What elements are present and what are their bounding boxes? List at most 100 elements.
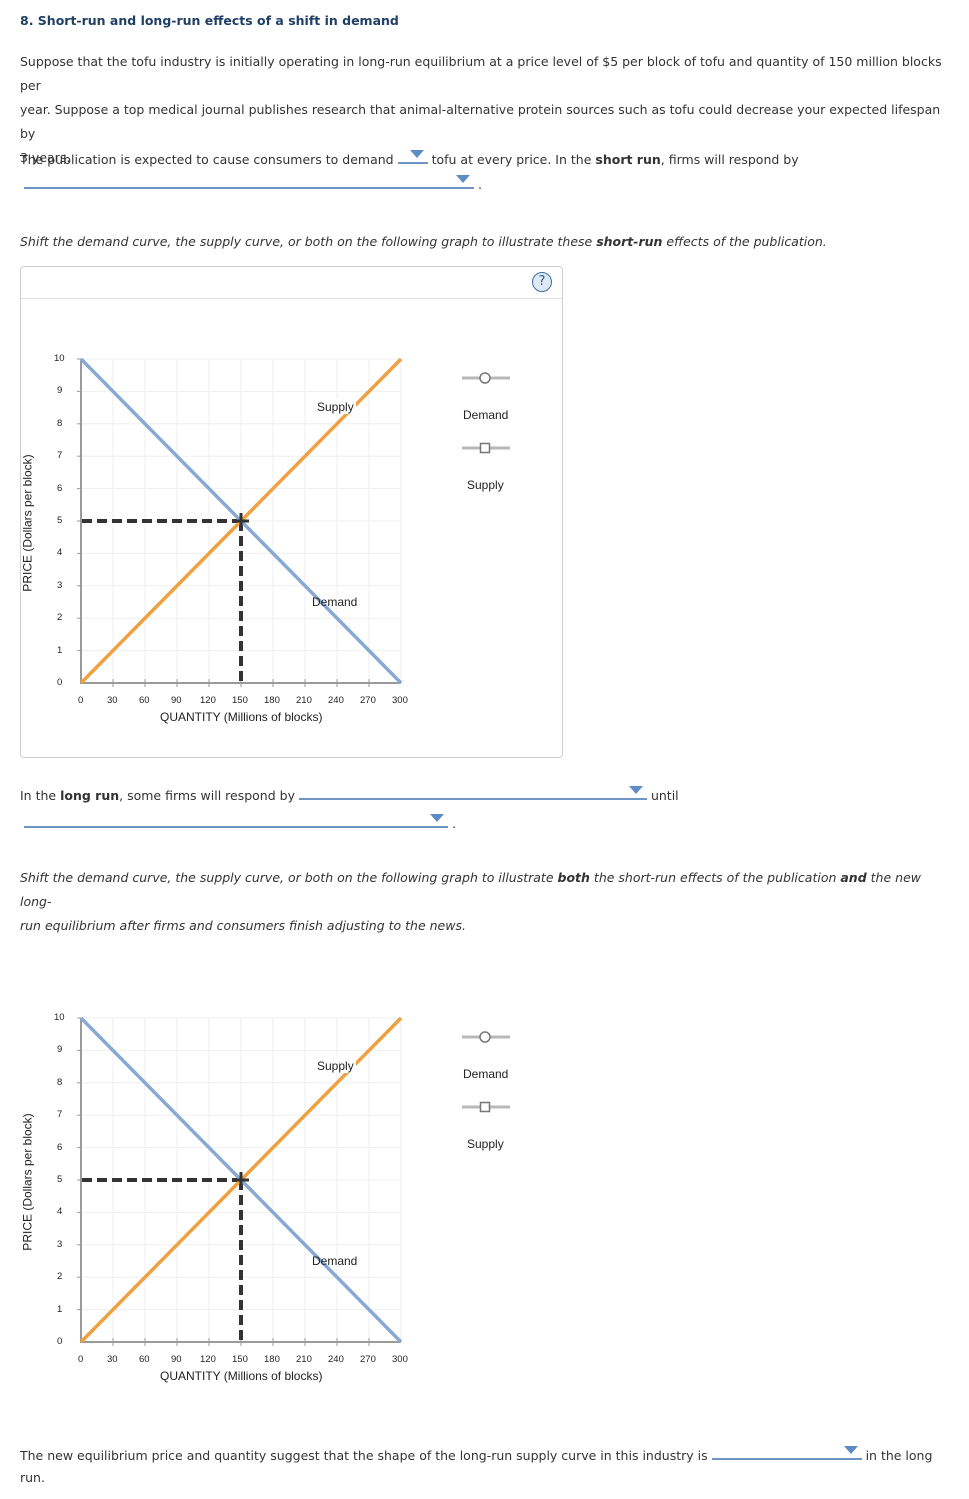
q2-pre: In the [20, 788, 57, 803]
y-tick: 10 [54, 1012, 65, 1023]
legend-demand-tool-icon[interactable] [462, 372, 510, 384]
legend-supply-tool-icon[interactable] [462, 442, 510, 454]
period: . [477, 177, 482, 192]
y-tick: 9 [57, 1044, 63, 1055]
intro-line-1: Suppose that the tofu industry is initia… [20, 54, 942, 93]
legend-supply-label: Supply [467, 478, 504, 492]
chart-1-demand-label: Demand [312, 595, 357, 609]
y-tick: 10 [54, 353, 65, 364]
question-3: The new equilibrium price and quantity s… [20, 1442, 932, 1463]
legend-demand-label-2: Demand [463, 1067, 509, 1081]
chart-2-equilibrium-dashes [82, 1178, 243, 1342]
y-tick: 4 [57, 1206, 63, 1217]
chart-2-supply-label: Supply [317, 1059, 354, 1073]
y-tick: 5 [57, 515, 63, 526]
x-tick: 210 [296, 1354, 312, 1365]
x-tick: 0 [78, 695, 84, 706]
x-tick: 0 [78, 1354, 84, 1365]
y-tick: 2 [57, 612, 63, 623]
q2-until: until [650, 788, 679, 803]
short-run-response-dropdown[interactable] [24, 171, 474, 189]
dropdown-arrow-icon [430, 814, 444, 822]
legend-supply-tool-icon-2[interactable] [462, 1101, 510, 1113]
x-tick: 300 [392, 1354, 408, 1365]
x-tick: 150 [232, 695, 248, 706]
instruction-1-bold: short-run [596, 234, 663, 249]
q3-pre: The new equilibrium price and quantity s… [20, 1448, 708, 1463]
q1-text-end: , firms will respond by [660, 152, 799, 167]
x-tick: 270 [360, 1354, 376, 1365]
q3-line-2: run. [20, 1470, 45, 1485]
x-tick: 210 [296, 695, 312, 706]
q2-bold-long-run: long run [60, 788, 120, 803]
instruction-2-line-1: Shift the demand curve, the supply curve… [20, 866, 945, 914]
y-tick: 7 [57, 1109, 63, 1120]
short-run-response-row: . [24, 171, 482, 192]
x-tick: 60 [139, 1354, 150, 1365]
y-tick: 0 [57, 677, 63, 688]
instruction-2-bold-and: and [840, 870, 867, 885]
legend-demand-label: Demand [463, 408, 509, 422]
x-tick: 150 [232, 1354, 248, 1365]
x-tick: 270 [360, 695, 376, 706]
instruction-2-line-2: run equilibrium after firms and consumer… [20, 918, 466, 933]
q1-text-after: tofu at every price. In the [431, 152, 592, 167]
y-tick: 3 [57, 580, 63, 591]
intro-line-3: 3 years. [20, 150, 71, 165]
legend-demand-tool-icon-2[interactable] [462, 1031, 510, 1043]
instruction-2-bold-both: both [557, 870, 590, 885]
chart-1-equilibrium-dashes [82, 519, 243, 683]
x-tick: 180 [264, 695, 280, 706]
chart-2-y-axis-label: PRICE (Dollars per block) [20, 1113, 35, 1251]
chart-1-equilibrium-cross-icon [233, 513, 249, 529]
y-tick: 9 [57, 385, 63, 396]
y-tick: 2 [57, 1271, 63, 1282]
y-tick: 7 [57, 450, 63, 461]
demand-change-dropdown[interactable] [397, 146, 428, 164]
instruction-2: Shift the demand curve, the supply curve… [20, 866, 945, 938]
x-tick: 30 [107, 695, 118, 706]
x-tick: 120 [200, 695, 216, 706]
dropdown-arrow-icon [409, 150, 424, 158]
chart-1-y-axis-label: PRICE (Dollars per block) [20, 454, 35, 592]
x-tick: 60 [139, 695, 150, 706]
y-tick: 1 [57, 1304, 63, 1315]
chart-2-equilibrium-cross-icon [233, 1172, 249, 1188]
long-run-until-row: . [24, 810, 456, 831]
x-tick: 300 [392, 695, 408, 706]
y-tick: 6 [57, 1142, 63, 1153]
dropdown-arrow-icon [843, 1446, 858, 1454]
x-tick: 240 [328, 1354, 344, 1365]
chart-2-demand-label: Demand [312, 1254, 357, 1268]
instruction-2-pre: Shift the demand curve, the supply curve… [20, 870, 554, 885]
question-2: In the long run, some firms will respond… [20, 782, 679, 803]
instruction-2-post: the new long- [20, 870, 921, 909]
help-icon[interactable]: ? [532, 272, 552, 292]
chart-1-x-axis-label: QUANTITY (Millions of blocks) [160, 710, 323, 724]
instruction-1-post: effects of the publication. [666, 234, 827, 249]
instruction-2-mid: the short-run effects of the publication [593, 870, 837, 885]
instruction-1-pre: Shift the demand curve, the supply curve… [20, 234, 593, 249]
y-tick: 4 [57, 547, 63, 558]
question-title: 8. Short-run and long-run effects of a s… [20, 13, 399, 28]
chart-1-supply-label: Supply [317, 400, 354, 414]
lr-supply-shape-dropdown[interactable] [711, 1442, 862, 1460]
chart-2-ticks [77, 1017, 370, 1346]
y-tick: 3 [57, 1239, 63, 1250]
question-1: The publication is expected to cause con… [20, 146, 945, 172]
long-run-until-dropdown[interactable] [24, 810, 448, 828]
x-tick: 90 [171, 695, 182, 706]
y-tick: 8 [57, 1077, 63, 1088]
dropdown-arrow-icon [456, 175, 470, 183]
long-run-response-dropdown[interactable] [298, 782, 647, 800]
x-tick: 180 [264, 1354, 280, 1365]
y-tick: 1 [57, 645, 63, 656]
q3-post: in the long [865, 1448, 933, 1463]
q1-text-before: The publication is expected to cause con… [20, 152, 394, 167]
intro-line-2: year. Suppose a top medical journal publ… [20, 102, 941, 141]
y-tick: 5 [57, 1174, 63, 1185]
instruction-1: Shift the demand curve, the supply curve… [20, 230, 945, 254]
x-tick: 240 [328, 695, 344, 706]
x-tick: 90 [171, 1354, 182, 1365]
